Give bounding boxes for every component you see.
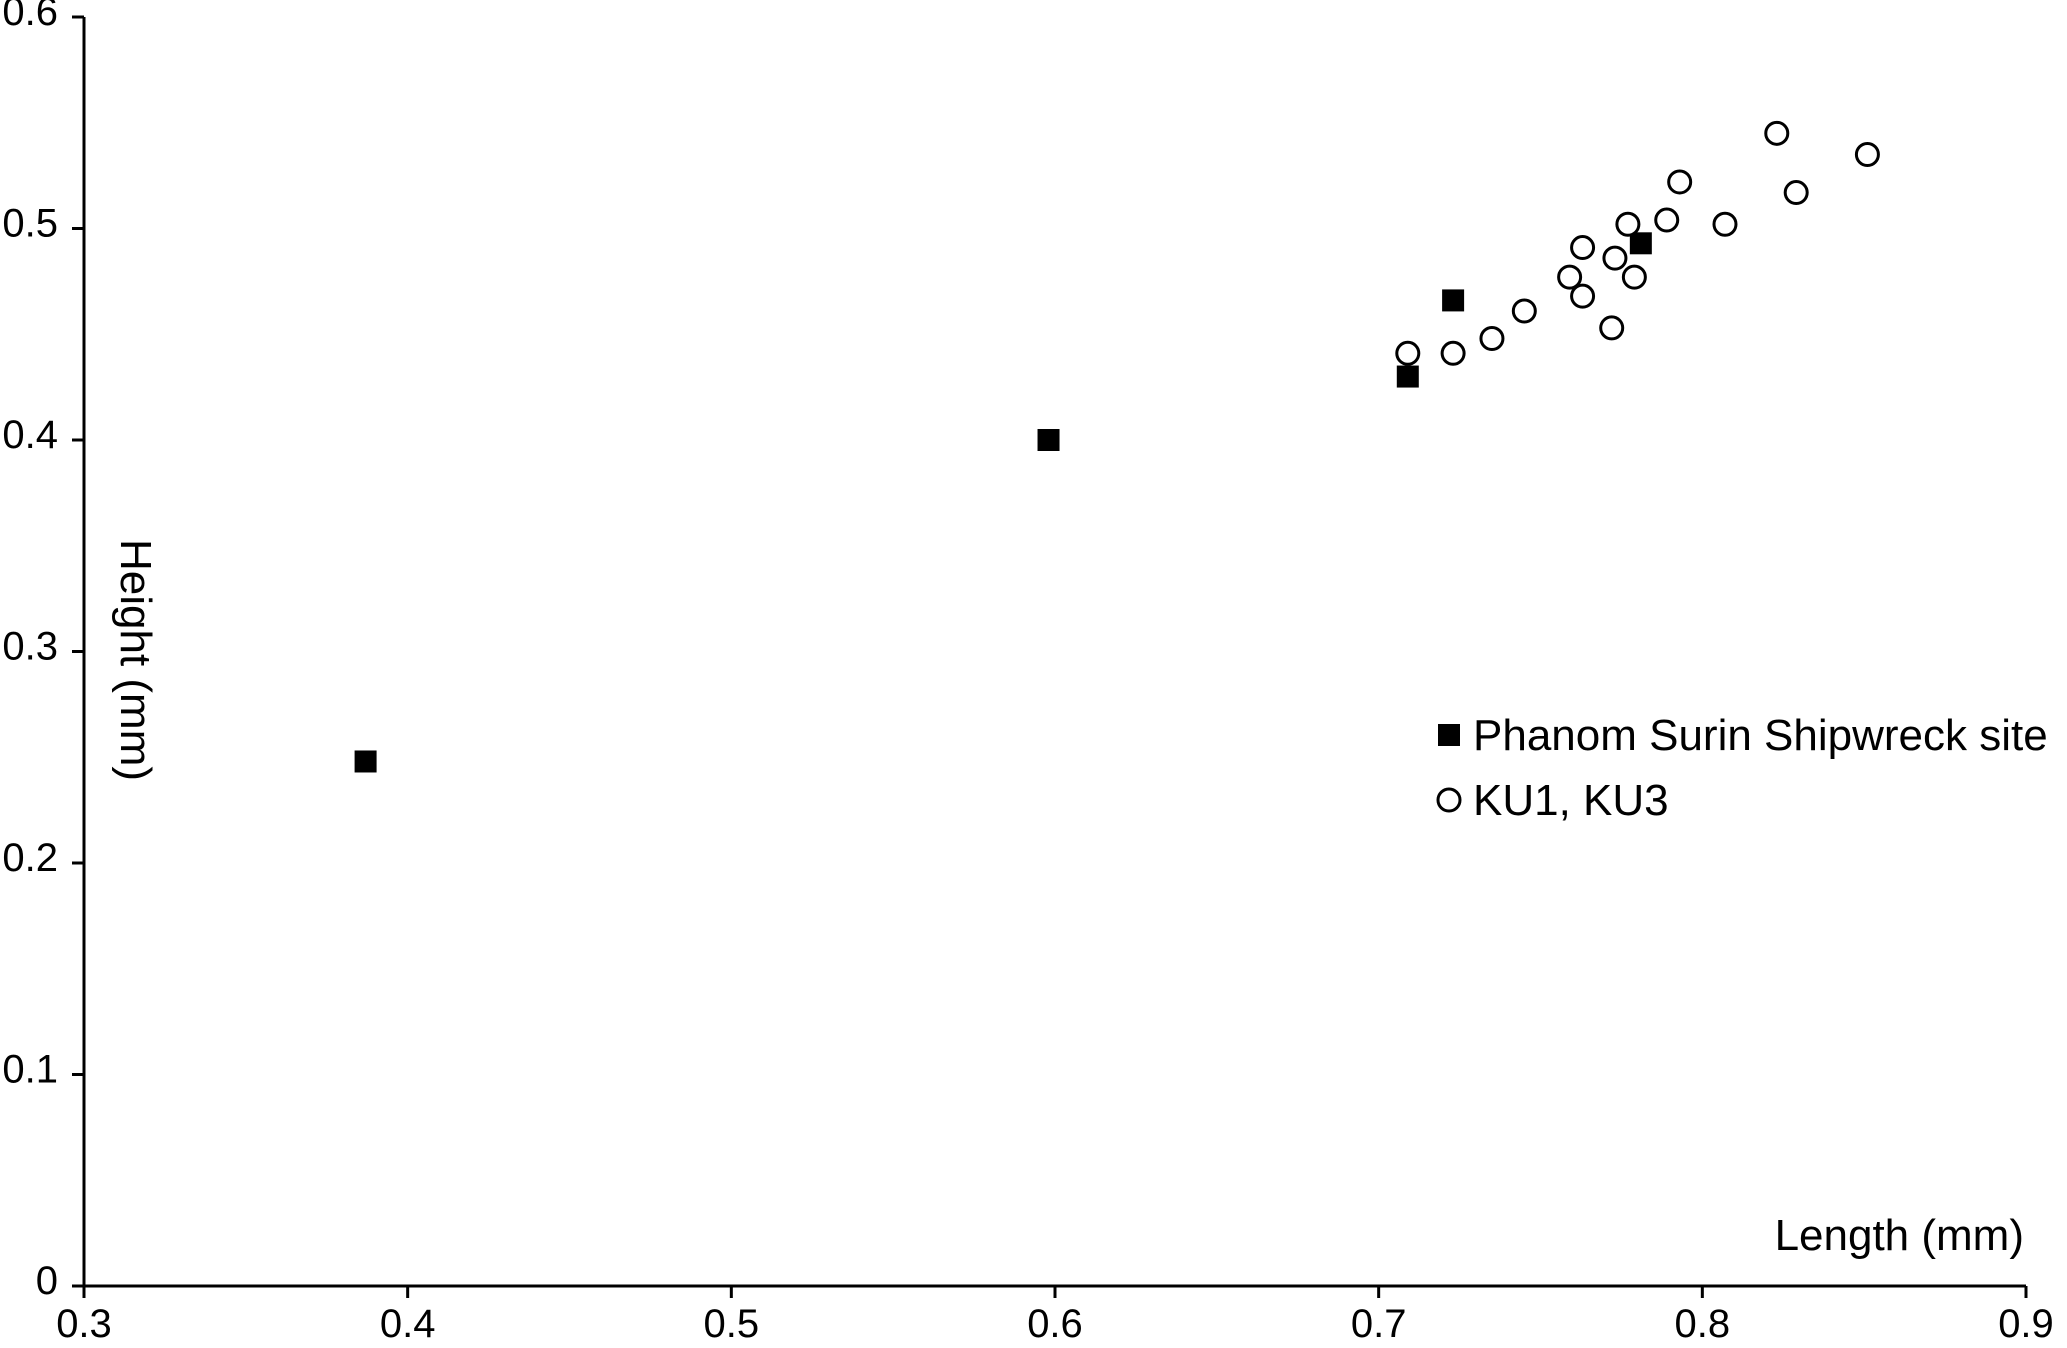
circle-point xyxy=(1440,340,1466,366)
circle-point xyxy=(1654,207,1680,233)
square-point xyxy=(354,750,377,773)
x-tick-label: 0.3 xyxy=(56,1302,112,1346)
circle-point xyxy=(1854,141,1880,167)
circle-point xyxy=(1479,325,1505,351)
y-ticks: 0 0.1 0.2 0.3 0.4 0.5 0.6 xyxy=(2,0,84,1303)
circle-point xyxy=(1764,120,1790,146)
circle-point xyxy=(1511,298,1537,324)
square-point xyxy=(1396,365,1419,388)
y-tick-label: 0.5 xyxy=(2,202,58,246)
x-ticks: 0.3 0.4 0.5 0.6 0.7 0.8 0.9 xyxy=(56,1286,2054,1346)
legend-circle-marker xyxy=(1436,787,1462,813)
axes xyxy=(82,17,2026,1288)
x-tick-label: 0.7 xyxy=(1351,1302,1407,1346)
y-tick-label: 0.4 xyxy=(2,413,58,457)
legend-square-marker xyxy=(1438,724,1460,746)
y-axis-title: Height (mm) xyxy=(111,539,160,781)
circle-point xyxy=(1557,264,1583,290)
legend-item: KU1, KU3 xyxy=(1436,776,1669,825)
y-tick-label: 0 xyxy=(36,1259,58,1303)
circle-point xyxy=(1602,245,1628,271)
legend: Phanom Surin Shipwreck site KU1, KU3 xyxy=(1436,711,2048,825)
series-0 xyxy=(354,232,1652,773)
y-tick-label: 0.3 xyxy=(2,625,58,669)
square-point xyxy=(1629,232,1652,255)
legend-label: Phanom Surin Shipwreck site xyxy=(1473,711,2048,760)
data-points xyxy=(354,120,1880,773)
x-tick-label: 0.8 xyxy=(1675,1302,1731,1346)
square-point xyxy=(1442,289,1465,312)
x-tick-label: 0.4 xyxy=(380,1302,436,1346)
circle-point xyxy=(1570,235,1596,261)
circle-point xyxy=(1712,211,1738,237)
circle-point xyxy=(1783,180,1809,206)
circle-point xyxy=(1599,315,1625,341)
legend-label: KU1, KU3 xyxy=(1473,776,1669,825)
series-1 xyxy=(1395,120,1880,366)
x-tick-label: 0.9 xyxy=(1998,1302,2054,1346)
circle-point xyxy=(1570,283,1596,309)
legend-item: Phanom Surin Shipwreck site xyxy=(1438,711,2048,760)
circle-point xyxy=(1615,211,1641,237)
y-tick-label: 0.1 xyxy=(2,1048,58,1092)
y-tick-label: 0.6 xyxy=(2,0,58,34)
x-tick-label: 0.5 xyxy=(704,1302,760,1346)
circle-point xyxy=(1621,264,1647,290)
y-tick-label: 0.2 xyxy=(2,836,58,880)
x-axis-title: Length (mm) xyxy=(1775,1211,2024,1260)
x-tick-label: 0.6 xyxy=(1027,1302,1083,1346)
circle-point xyxy=(1395,340,1421,366)
square-point xyxy=(1037,429,1060,451)
circle-point xyxy=(1667,169,1693,195)
